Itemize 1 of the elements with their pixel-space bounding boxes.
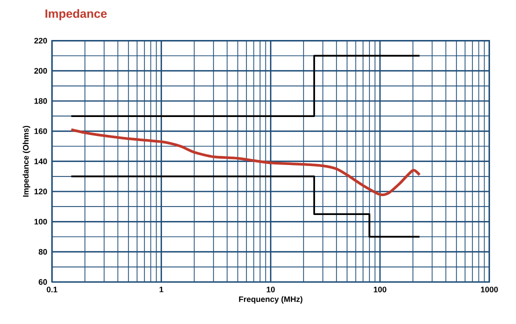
chart-title: Impedance	[45, 9, 107, 20]
